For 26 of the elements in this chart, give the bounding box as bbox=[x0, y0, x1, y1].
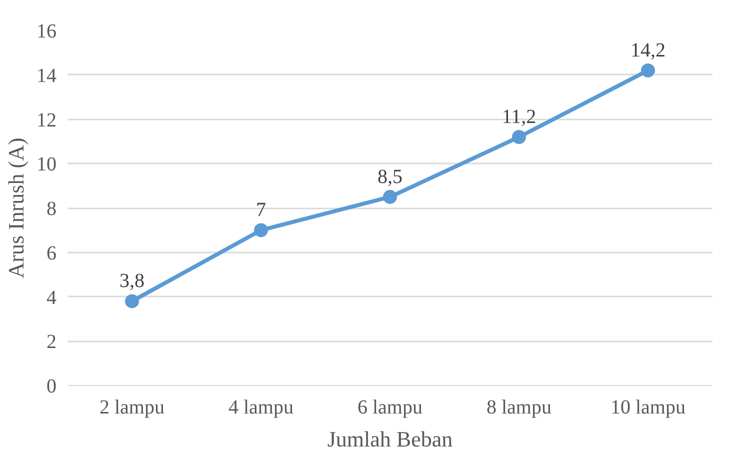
point bbox=[512, 130, 526, 144]
y-tick-label: 12 bbox=[36, 109, 56, 132]
y-tick-label: 4 bbox=[46, 286, 56, 309]
y-tick-label: 8 bbox=[46, 198, 56, 220]
y-tick-label: 14 bbox=[36, 64, 56, 87]
point bbox=[383, 190, 397, 204]
data-label: 11,2 bbox=[502, 106, 536, 128]
data-label: 3,8 bbox=[120, 270, 144, 292]
point bbox=[641, 63, 655, 78]
x-tick-label: 6 lampu bbox=[358, 396, 423, 418]
x-tick-label: 10 lampu bbox=[610, 396, 686, 418]
data-label: 8,5 bbox=[378, 166, 402, 188]
y-axis-title: Arus Inrush (A) bbox=[4, 138, 28, 278]
y-tick-label: 10 bbox=[36, 154, 56, 176]
y-tick-label: 6 bbox=[46, 242, 56, 264]
y-tick-label: 16 bbox=[36, 20, 56, 42]
x-tick-label: 8 lampu bbox=[486, 396, 552, 418]
data-label: 14,2 bbox=[630, 39, 666, 62]
x-tick-label: 4 lampu bbox=[228, 396, 294, 418]
data-label: 7 bbox=[256, 199, 266, 222]
point bbox=[254, 223, 268, 238]
x-axis-title: Jumlah Beban bbox=[327, 426, 453, 452]
point bbox=[125, 294, 139, 308]
y-tick-label: 2 bbox=[46, 331, 56, 354]
y-tick-label: 0 bbox=[46, 376, 56, 398]
x-tick-label: 2 lampu bbox=[100, 396, 165, 418]
